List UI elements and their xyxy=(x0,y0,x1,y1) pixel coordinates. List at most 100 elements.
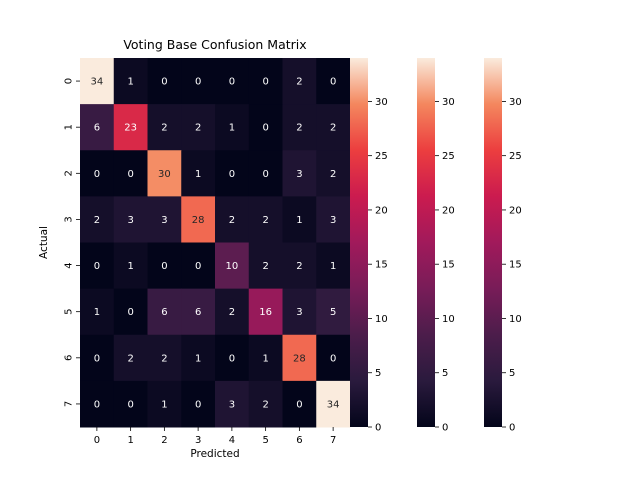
colorbar-2-tick-label-1: 5 xyxy=(509,368,515,379)
cell-1-7 xyxy=(316,104,351,151)
cell-label-3-6: 1 xyxy=(296,215,302,226)
cell-3-7 xyxy=(316,196,351,243)
cell-6-3 xyxy=(181,334,216,382)
cell-label-7-5: 2 xyxy=(262,399,268,410)
x-axis-label: Predicted xyxy=(190,448,239,460)
heatmap: 34 1 0 0 0 0 2 06 23 2 2 1 0 2 20 0 30 1 0 0 3 22 3 3 28 2 2 1 30 1 0 0… xyxy=(80,58,351,428)
x-tick-label-3: 3 xyxy=(195,435,201,446)
cell-4-1 xyxy=(113,242,148,290)
cell-label-6-2: 2 xyxy=(161,353,167,364)
cell-label-2-2: 30 xyxy=(158,169,171,180)
x-axis-ticks: 0 1 2 3 4 5 6 7 xyxy=(94,427,336,446)
cell-label-1-1: 23 xyxy=(124,123,137,134)
cell-label-3-0: 2 xyxy=(94,215,100,226)
cell-1-2 xyxy=(147,104,182,151)
cell-label-1-0: 6 xyxy=(94,123,100,134)
colorbar-0 xyxy=(350,58,368,427)
cell-label-1-3: 2 xyxy=(195,123,201,134)
cell-label-7-7: 34 xyxy=(327,399,340,410)
colorbar-1-tick-label-6: 30 xyxy=(442,97,455,108)
cell-2-5 xyxy=(248,150,283,197)
colorbar-0-tick-label-2: 10 xyxy=(375,314,388,325)
cell-label-1-4: 1 xyxy=(229,123,235,134)
colorbar-2-tick-label-5: 25 xyxy=(509,151,522,162)
colorbar-1-tick-label-2: 10 xyxy=(442,314,455,325)
cell-label-5-5: 16 xyxy=(259,307,272,318)
cell-6-4 xyxy=(215,334,250,382)
cell-4-0 xyxy=(80,242,115,290)
cell-2-0 xyxy=(80,150,115,197)
cell-label-2-7: 2 xyxy=(330,169,336,180)
cell-label-7-3: 0 xyxy=(195,399,201,410)
x-tick-label-1: 1 xyxy=(127,435,133,446)
cell-label-0-6: 2 xyxy=(296,77,302,88)
cell-7-1 xyxy=(113,380,148,428)
cell-7-7 xyxy=(316,380,351,428)
x-tick-label-5: 5 xyxy=(262,435,268,446)
cell-label-2-0: 0 xyxy=(94,169,100,180)
x-tick-label-6: 6 xyxy=(296,435,302,446)
colorbar-0-tick-label-1: 5 xyxy=(375,368,381,379)
cell-2-3 xyxy=(181,150,216,197)
cell-label-4-3: 0 xyxy=(195,261,201,272)
cell-3-3 xyxy=(181,196,216,243)
cell-2-4 xyxy=(215,150,250,197)
cell-label-0-3: 0 xyxy=(195,77,201,88)
cell-label-0-0: 34 xyxy=(91,77,104,88)
cell-label-5-7: 5 xyxy=(330,307,336,318)
cell-0-5 xyxy=(248,58,283,105)
colorbar-2-tick-label-2: 10 xyxy=(509,314,522,325)
cell-0-3 xyxy=(181,58,216,105)
cell-4-5 xyxy=(248,242,283,290)
cell-4-2 xyxy=(147,242,182,290)
cell-2-7 xyxy=(316,150,351,197)
cell-1-6 xyxy=(282,104,317,151)
cell-label-3-2: 3 xyxy=(161,215,167,226)
cell-4-4 xyxy=(215,242,250,290)
colorbar-1 xyxy=(417,58,435,427)
colorbar-0-tick-label-0: 0 xyxy=(375,423,381,434)
cell-label-6-0: 0 xyxy=(94,353,100,364)
cell-label-5-0: 1 xyxy=(94,307,100,318)
colorbar-1-tick-label-3: 15 xyxy=(442,260,455,271)
cell-label-4-0: 0 xyxy=(94,261,100,272)
cell-label-7-4: 3 xyxy=(229,399,235,410)
cell-label-5-1: 0 xyxy=(127,307,133,318)
colorbars: 0 5 10 15 20 25 30 0 5 10 15 20 25 30 0 5 10 15 20 25 30 xyxy=(350,58,522,434)
y-axis-label: Actual xyxy=(38,226,50,259)
cell-6-7 xyxy=(316,334,351,382)
cell-label-0-4: 0 xyxy=(229,77,235,88)
y-axis-ticks: 0 1 2 3 4 5 6 7 xyxy=(64,78,80,407)
colorbar-1-tick-label-0: 0 xyxy=(442,423,448,434)
cell-label-3-5: 2 xyxy=(262,215,268,226)
cell-5-4 xyxy=(215,288,250,336)
cell-label-7-6: 0 xyxy=(296,399,302,410)
colorbar-0-tick-label-4: 20 xyxy=(375,205,388,216)
cell-label-6-3: 1 xyxy=(195,353,201,364)
colorbar-2-tick-label-6: 30 xyxy=(509,97,522,108)
cell-label-6-4: 0 xyxy=(229,353,235,364)
cell-label-7-0: 0 xyxy=(94,399,100,410)
x-tick-label-7: 7 xyxy=(330,435,336,446)
cell-7-4 xyxy=(215,380,250,428)
cell-5-2 xyxy=(147,288,182,336)
cell-5-7 xyxy=(316,288,351,336)
cell-1-1 xyxy=(113,104,148,151)
y-tick-label-0: 0 xyxy=(64,78,75,84)
cell-6-5 xyxy=(248,334,283,382)
cell-label-2-4: 0 xyxy=(229,169,235,180)
cell-label-2-1: 0 xyxy=(127,169,133,180)
cell-label-4-2: 0 xyxy=(161,261,167,272)
cell-label-3-3: 28 xyxy=(192,215,205,226)
cell-label-6-7: 0 xyxy=(330,353,336,364)
cell-1-5 xyxy=(248,104,283,151)
cell-label-3-1: 3 xyxy=(127,215,133,226)
colorbar-0-tick-label-3: 15 xyxy=(375,260,388,271)
x-tick-label-2: 2 xyxy=(161,435,167,446)
cell-label-0-2: 0 xyxy=(161,77,167,88)
cell-0-4 xyxy=(215,58,250,105)
cell-label-0-5: 0 xyxy=(262,77,268,88)
cell-label-5-6: 3 xyxy=(296,307,302,318)
cell-label-3-4: 2 xyxy=(229,215,235,226)
